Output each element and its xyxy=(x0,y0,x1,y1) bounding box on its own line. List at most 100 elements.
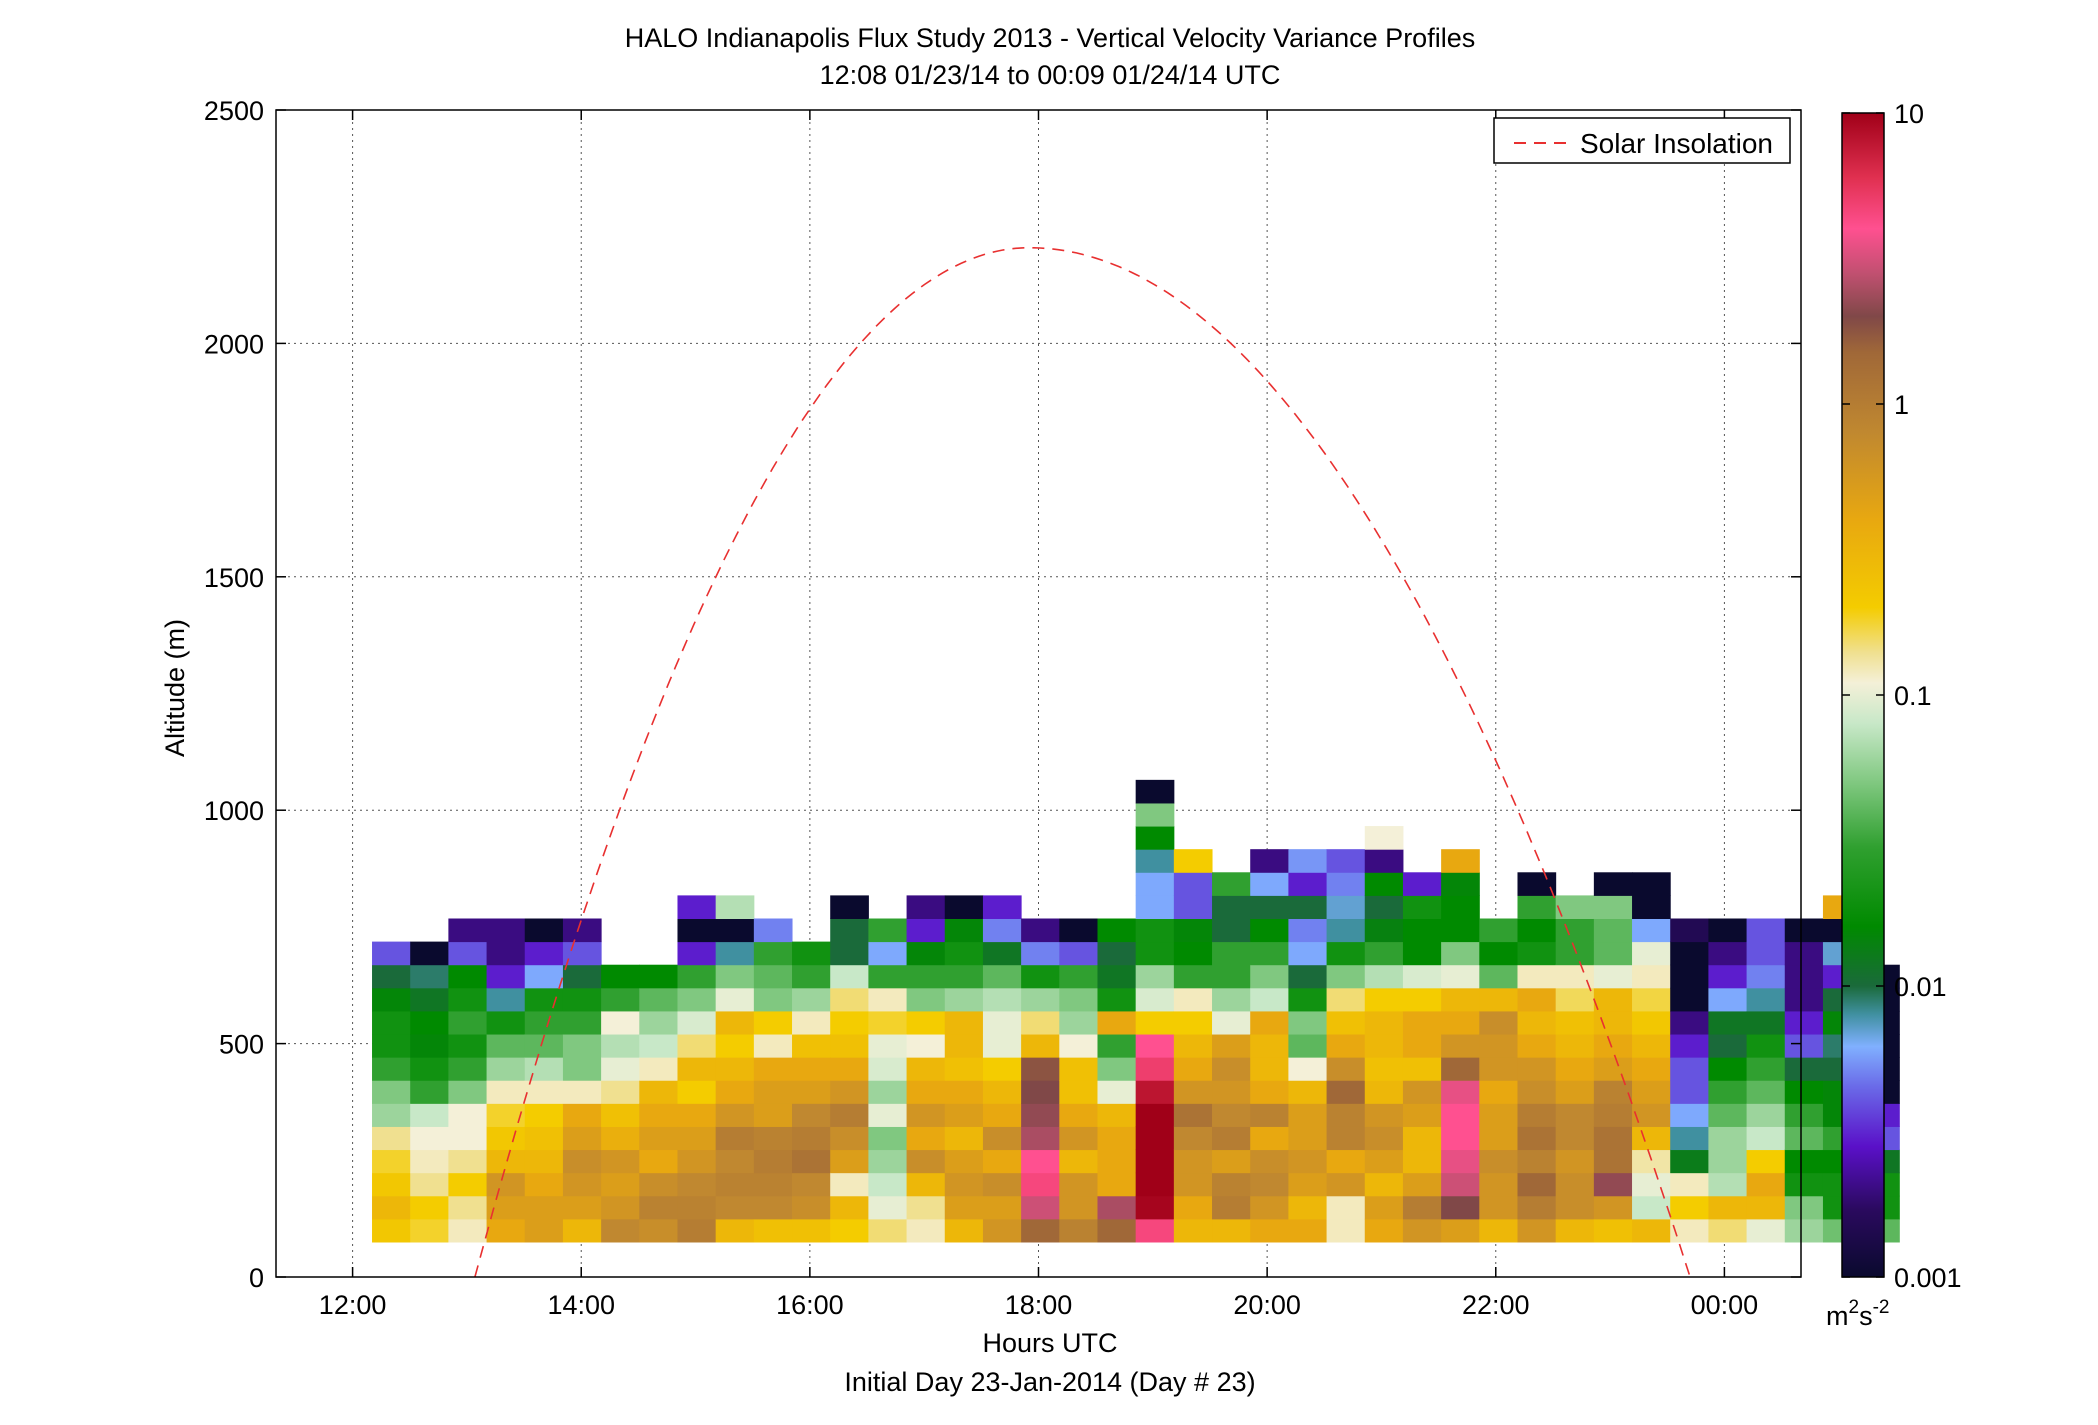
heatmap-cell xyxy=(753,964,793,989)
heatmap-cell xyxy=(792,964,831,989)
solar-insolation-overlay xyxy=(474,246,1691,1278)
heatmap-cell xyxy=(1708,1126,1748,1151)
heatmap-cell xyxy=(1555,964,1595,989)
heatmap-cell xyxy=(410,1149,449,1174)
heatmap-cell xyxy=(1135,1010,1175,1035)
heatmap-cell xyxy=(1021,1149,1060,1174)
heatmap-cell xyxy=(677,1149,717,1174)
heatmap-cell xyxy=(944,1080,984,1104)
heatmap-cell xyxy=(1746,1034,1786,1058)
heatmap-cell xyxy=(792,1149,831,1174)
heatmap-cell xyxy=(524,1218,564,1243)
heatmap-cell xyxy=(601,1103,640,1127)
heatmap-cell xyxy=(524,987,564,1012)
heatmap-cell xyxy=(1632,1172,1671,1197)
heatmap-cell xyxy=(1708,941,1748,966)
heatmap-cell xyxy=(677,964,717,989)
heatmap-cell xyxy=(1250,872,1289,896)
heatmap-cell xyxy=(1326,1010,1366,1035)
heatmap-cell xyxy=(677,1126,717,1151)
heatmap-cell xyxy=(944,918,984,943)
heatmap-cell xyxy=(1250,1126,1289,1151)
heatmap-cell xyxy=(372,1010,411,1035)
heatmap-cell xyxy=(1212,1103,1251,1127)
heatmap-cell xyxy=(715,1034,755,1058)
heatmap-cell xyxy=(1441,1080,1480,1104)
heatmap-cell xyxy=(1364,1010,1404,1035)
heatmap-cell xyxy=(792,987,831,1012)
heatmap-cell xyxy=(1784,941,1824,966)
heatmap-cell xyxy=(1632,1149,1671,1174)
heatmap-cell xyxy=(1708,1195,1748,1220)
heatmap-cell xyxy=(792,1010,831,1035)
heatmap-cell xyxy=(1135,1218,1175,1243)
y-tick-label: 2500 xyxy=(204,96,264,126)
heatmap-cell xyxy=(639,1010,678,1035)
heatmap-cell xyxy=(1364,1195,1404,1220)
heatmap-cell xyxy=(1441,987,1480,1012)
heatmap-cell xyxy=(677,1218,717,1243)
heatmap-cell xyxy=(1593,895,1633,919)
heatmap-cell xyxy=(1288,1080,1328,1104)
heatmap-cell xyxy=(792,1218,831,1243)
heatmap-cell xyxy=(1670,1080,1709,1104)
heatmap-cell xyxy=(830,918,869,943)
heatmap-cell xyxy=(1402,918,1442,943)
heatmap-cell xyxy=(1021,1126,1060,1151)
heatmap-cell xyxy=(982,918,1022,943)
heatmap-cell xyxy=(1212,1172,1251,1197)
heatmap-cell xyxy=(830,1126,869,1151)
heatmap-cell xyxy=(524,918,564,943)
heatmap-cell xyxy=(486,1103,526,1127)
heatmap-cell xyxy=(1021,1057,1060,1081)
heatmap-cell xyxy=(792,1103,831,1127)
heatmap-cell xyxy=(486,1010,526,1035)
heatmap-cell xyxy=(1479,941,1518,966)
heatmap-cell xyxy=(601,1010,640,1035)
heatmap-cell xyxy=(1326,849,1366,873)
heatmap-cell xyxy=(1593,1126,1633,1151)
heatmap-cell xyxy=(868,1149,908,1174)
heatmap-cell xyxy=(524,941,564,966)
heatmap-cell xyxy=(1708,1010,1748,1035)
heatmap-cell xyxy=(1135,941,1175,966)
heatmap-cell xyxy=(1173,1010,1213,1035)
heatmap-cell xyxy=(868,1080,908,1104)
heatmap-cell xyxy=(1517,1218,1557,1243)
heatmap-cell xyxy=(1784,918,1824,943)
heatmap-cell xyxy=(1364,1103,1404,1127)
heatmap-cell xyxy=(1212,941,1251,966)
chart-subtitle: 12:08 01/23/14 to 00:09 01/24/14 UTC xyxy=(820,60,1281,90)
heatmap-cell xyxy=(1250,1057,1289,1081)
heatmap-cell xyxy=(715,1080,755,1104)
heatmap-cell xyxy=(982,895,1022,919)
colorbar-tick-label: 0.1 xyxy=(1894,681,1932,711)
heatmap-cell xyxy=(677,1103,717,1127)
heatmap-cell xyxy=(1555,1034,1595,1058)
heatmap-cell xyxy=(753,918,793,943)
heatmap-cell xyxy=(562,1149,602,1174)
heatmap-cell xyxy=(1784,1218,1824,1243)
heatmap-cell xyxy=(1402,1218,1442,1243)
heatmap-cell xyxy=(639,1126,678,1151)
legend: Solar Insolation xyxy=(1493,117,1791,164)
heatmap-cell xyxy=(1097,1080,1137,1104)
heatmap-cell xyxy=(1441,872,1480,896)
heatmap-cell xyxy=(372,987,411,1012)
heatmap-cell xyxy=(1555,1010,1595,1035)
heatmap-cell xyxy=(1632,964,1671,989)
heatmap-cell xyxy=(944,1057,984,1081)
heatmap-cell xyxy=(1784,987,1824,1012)
heatmap-cell xyxy=(1555,1149,1595,1174)
heatmap-cell xyxy=(410,1126,449,1151)
heatmap-cell xyxy=(410,1103,449,1127)
heatmap-cell xyxy=(1593,1195,1633,1220)
heatmap-cell xyxy=(1479,1149,1518,1174)
heatmap-cell xyxy=(1593,1218,1633,1243)
heatmap-cell xyxy=(524,1195,564,1220)
heatmap-cell xyxy=(1021,964,1060,989)
heatmap-cell xyxy=(1746,1172,1786,1197)
heatmap-cell xyxy=(1212,895,1251,919)
heatmap-cell xyxy=(1479,1103,1518,1127)
heatmap-cell xyxy=(792,1195,831,1220)
